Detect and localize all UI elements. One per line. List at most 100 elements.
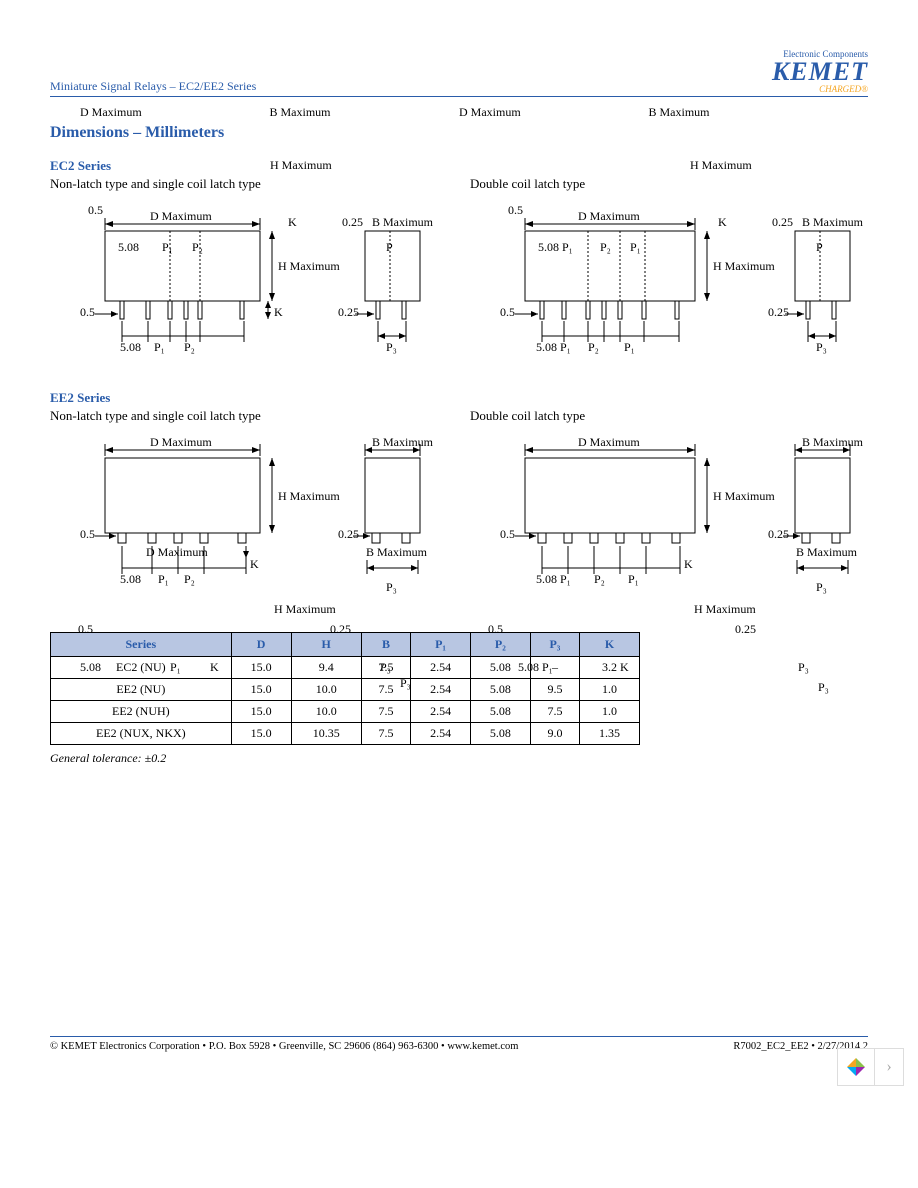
svg-text:H Maximum: H Maximum	[713, 489, 775, 503]
svg-text:H Maximum: H Maximum	[274, 602, 336, 616]
page-header: Miniature Signal Relays – EC2/EE2 Series…	[50, 50, 868, 97]
svg-text:H Maximum: H Maximum	[278, 489, 340, 503]
svg-text:0.5: 0.5	[88, 203, 103, 217]
table-cell: 5.08	[470, 679, 530, 701]
ghost-label: P₃	[400, 676, 411, 691]
svg-text:0.5: 0.5	[80, 527, 95, 541]
table-cell: 2.54	[411, 701, 471, 723]
ghost-label: P₃	[380, 660, 391, 675]
ec2-nonlatch-diagram: D Maximum 0.5 5.08 P₁ P₂	[50, 196, 450, 376]
ee2-nonlatch-diagram: D Maximum H Maximum 0.5	[50, 428, 450, 618]
table-cell: 7.5	[361, 701, 410, 723]
ghost-label: 5.08	[80, 660, 101, 675]
section-title: Dimensions – Millimeters	[50, 124, 868, 142]
ghost-label: D Maximum	[80, 105, 270, 120]
svg-text:P₃: P₃	[386, 580, 397, 594]
table-row: EE2 (NUX, NKX)15.010.357.52.545.089.01.3…	[51, 723, 640, 745]
svg-text:K: K	[250, 557, 259, 571]
svg-text:5.08 P₁: 5.08 P₁	[536, 572, 571, 586]
svg-text:D Maximum: D Maximum	[146, 545, 208, 559]
svg-text:P₁: P₁	[628, 572, 639, 586]
svg-text:P₂: P₂	[600, 240, 611, 254]
svg-text:D Maximum: D Maximum	[578, 209, 640, 223]
svg-text:P: P	[816, 240, 823, 254]
table-cell: 7.5	[530, 701, 579, 723]
table-row: EE2 (NUH)15.010.07.52.545.087.51.0	[51, 701, 640, 723]
svg-text:B Maximum: B Maximum	[802, 435, 864, 449]
svg-text:P₃: P₃	[816, 340, 827, 354]
logo-name: KEMET	[772, 59, 868, 85]
ghost-label: 0.25	[330, 622, 351, 637]
footer-left: © KEMET Electronics Corporation • P.O. B…	[50, 1041, 518, 1052]
kemet-logo: Electronic Components KEMET CHARGED®	[772, 50, 868, 94]
svg-text:K: K	[288, 215, 297, 229]
nav-next-icon[interactable]: ›	[875, 1048, 904, 1086]
svg-text:B Maximum: B Maximum	[372, 215, 434, 229]
svg-text:K: K	[274, 305, 283, 319]
svg-text:5.08: 5.08	[118, 240, 139, 254]
hmax-label: H Maximum	[270, 158, 332, 173]
ghost-label: P₃	[798, 660, 809, 675]
table-cell: EC2 (NU)	[51, 657, 232, 679]
nav-chip: ›	[837, 1048, 904, 1086]
ee2-series-title: EE2 Series	[50, 390, 868, 406]
svg-text:5.08 P₁: 5.08 P₁	[536, 340, 571, 354]
table-cell: 1.35	[580, 723, 640, 745]
table-cell: 2.54	[411, 679, 471, 701]
svg-text:0.5: 0.5	[80, 305, 95, 319]
ec2-left-subtype: Non-latch type and single coil latch typ…	[50, 176, 450, 192]
table-cell: 9.4	[291, 657, 361, 679]
table-cell: 5.08	[470, 723, 530, 745]
svg-text:0.5: 0.5	[500, 527, 515, 541]
table-cell: 5.08	[470, 701, 530, 723]
ee2-diagram-row: Non-latch type and single coil latch typ…	[50, 406, 868, 618]
svg-text:B Maximum: B Maximum	[796, 545, 858, 559]
table-cell: 15.0	[231, 679, 291, 701]
ghost-label: K	[620, 660, 629, 675]
ec2-right-subtype: Double coil latch type	[470, 176, 870, 192]
svg-text:H Maximum: H Maximum	[694, 602, 756, 616]
svg-text:D Maximum: D Maximum	[150, 435, 212, 449]
svg-text:K: K	[684, 557, 693, 571]
table-cell: 9.5	[530, 679, 579, 701]
svg-text:0.25: 0.25	[772, 215, 793, 229]
ghost-label: 0.25	[735, 622, 756, 637]
table-header: B	[361, 633, 410, 657]
table-header: K	[580, 633, 640, 657]
svg-text:5.08: 5.08	[120, 340, 141, 354]
svg-text:P₁: P₁	[630, 240, 641, 254]
svg-text:0.25: 0.25	[342, 215, 363, 229]
table-cell: 9.0	[530, 723, 579, 745]
svg-text:0.25: 0.25	[338, 305, 359, 319]
svg-text:P₂: P₂	[184, 572, 195, 586]
svg-text:P₁: P₁	[158, 572, 169, 586]
ec2-diagram-row: Non-latch type and single coil latch typ…	[50, 174, 868, 376]
table-cell: 15.0	[231, 701, 291, 723]
ghost-label: D Maximum	[459, 105, 649, 120]
doc-title: Miniature Signal Relays – EC2/EE2 Series	[50, 79, 256, 94]
svg-text:P₂: P₂	[184, 340, 195, 354]
ghost-label: 0.5	[78, 622, 93, 637]
svg-text:P₁: P₁	[154, 340, 165, 354]
table-header: P₃	[530, 633, 579, 657]
table-cell: 1.0	[580, 701, 640, 723]
table-cell: 1.0	[580, 679, 640, 701]
ee2-left-subtype: Non-latch type and single coil latch typ…	[50, 408, 450, 424]
ghost-label: B Maximum	[649, 105, 839, 120]
table-cell: 10.0	[291, 701, 361, 723]
nav-logo-icon[interactable]	[837, 1048, 875, 1086]
svg-text:P₃: P₃	[816, 580, 827, 594]
table-cell: 10.0	[291, 679, 361, 701]
ghost-label: P₁	[170, 660, 181, 675]
tolerance-note: General tolerance: ±0.2	[50, 751, 868, 766]
ee2-doublecoil-diagram: D Maximum H Maximum 0.5	[470, 428, 870, 618]
svg-text:0.25: 0.25	[338, 527, 359, 541]
svg-text:P₃: P₃	[386, 340, 397, 354]
svg-text:D Maximum: D Maximum	[578, 435, 640, 449]
page-footer: © KEMET Electronics Corporation • P.O. B…	[50, 1036, 868, 1052]
svg-text:H Maximum: H Maximum	[278, 259, 340, 273]
svg-text:0.25: 0.25	[768, 305, 789, 319]
svg-text:0.5: 0.5	[500, 305, 515, 319]
table-cell: 15.0	[231, 657, 291, 679]
ghost-label: B Maximum	[270, 105, 460, 120]
